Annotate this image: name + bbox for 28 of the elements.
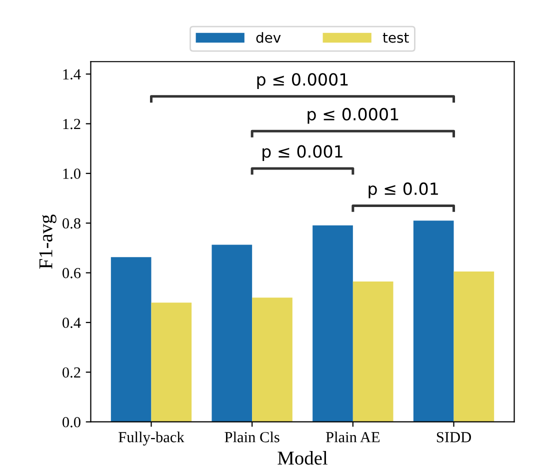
bar [454, 272, 494, 422]
y-tick-label: 1.4 [63, 69, 81, 80]
y-tick-label: 0.2 [62, 367, 80, 378]
annotation: p ≤ 0.001 [262, 145, 342, 161]
y-tick-label: 1.0 [63, 168, 80, 179]
y-axis-title: F1-avg [39, 214, 56, 269]
annotation: p ≤ 0.0001 [257, 73, 348, 89]
bar [352, 281, 394, 422]
y-tick-label: 0.8 [62, 218, 80, 229]
y-tick-label: 1.2 [63, 118, 80, 130]
x-tick-label: SIDD [436, 432, 471, 442]
bar [252, 298, 292, 422]
legend-label: test [382, 32, 409, 43]
bar [413, 220, 454, 422]
x-tick-label: Fully-back [118, 432, 184, 446]
bar [312, 225, 353, 422]
x-tick-label: Plain AE [326, 432, 380, 442]
y-tick-label: 0.4 [62, 318, 81, 328]
bar [212, 244, 252, 422]
bar [110, 257, 152, 422]
legend-label: dev [256, 32, 281, 43]
annotation: p ≤ 0.0001 [308, 108, 398, 124]
bar [151, 302, 192, 422]
annotation: p ≤ 0.01 [368, 182, 438, 198]
y-tick-label: 0.0 [62, 417, 80, 428]
x-axis-title: Model [278, 451, 328, 465]
x-tick-label: Plain Cls [224, 432, 280, 442]
y-tick-label: 0.6 [62, 268, 81, 278]
